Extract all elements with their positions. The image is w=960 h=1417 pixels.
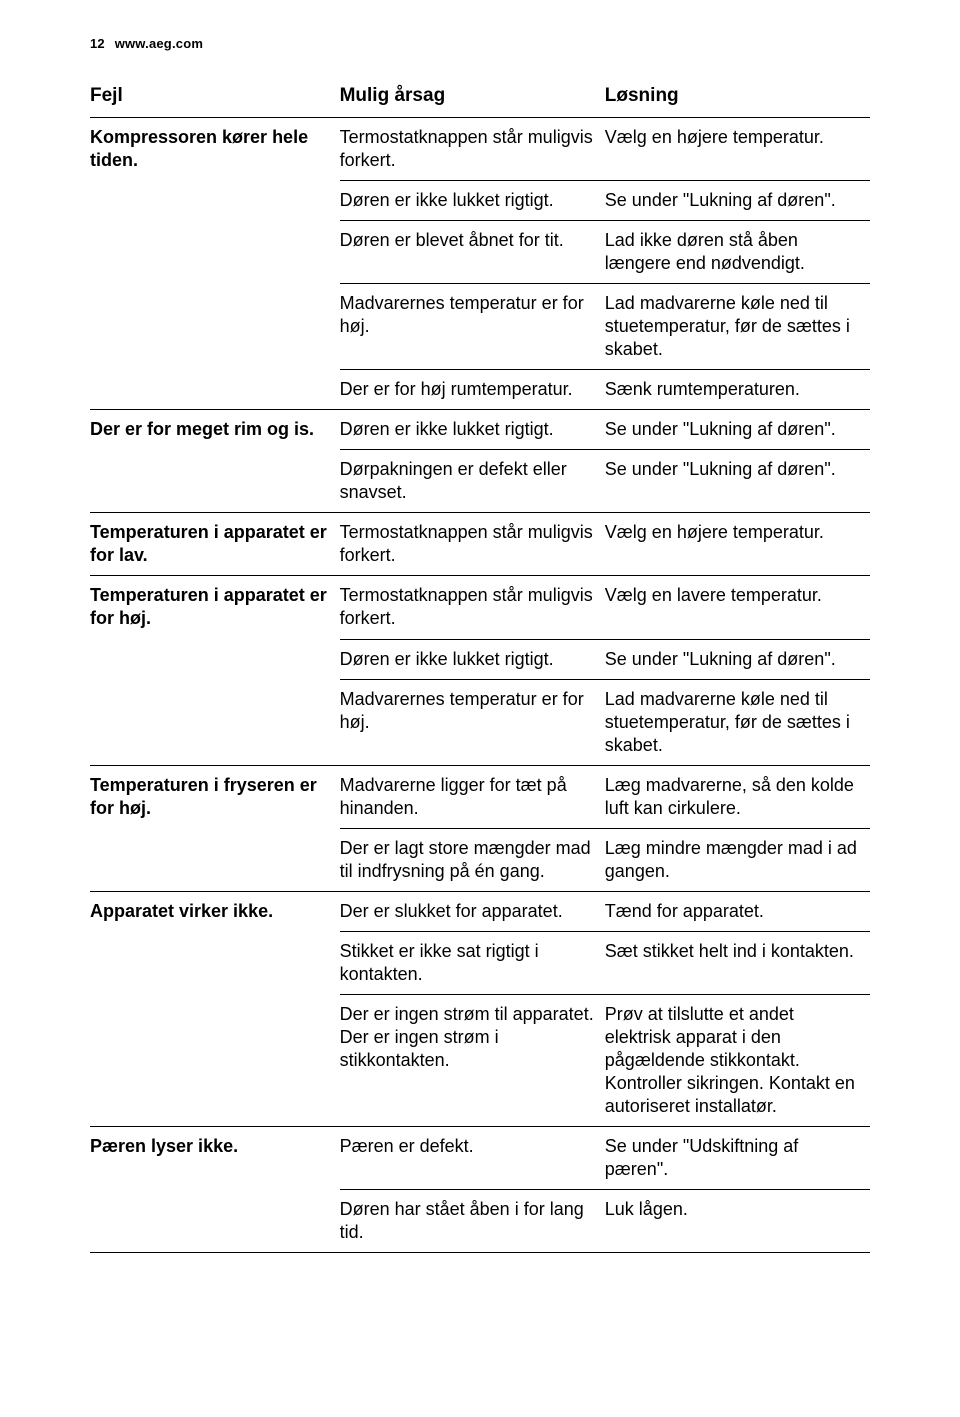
cell-fix: Sænk rumtemperaturen.: [605, 370, 870, 410]
cell-fejl: Kompressoren kører hele tiden.: [90, 118, 340, 410]
cell-fejl: Apparatet virker ikke.: [90, 891, 340, 1126]
cell-cause: Dørpakningen er defekt eller snavset.: [340, 450, 605, 513]
col-fejl: Fejl: [90, 79, 340, 118]
cell-cause: Døren er ikke lukket rigtigt.: [340, 410, 605, 450]
cell-cause: Der er lagt store mængder mad til indfry…: [340, 828, 605, 891]
cell-cause: Termostatknappen står muligvis forkert.: [340, 118, 605, 181]
cell-fix: Luk lågen.: [605, 1190, 870, 1253]
cell-fejl: Der er for meget rim og is.: [90, 410, 340, 513]
cell-cause: Der er for høj rumtemperatur.: [340, 370, 605, 410]
cell-fix: Se under "Lukning af døren".: [605, 450, 870, 513]
table-row: Apparatet virker ikke. Der er slukket fo…: [90, 891, 870, 931]
col-fix: Løsning: [605, 79, 870, 118]
cell-cause: Madvarerne ligger for tæt på hinanden.: [340, 765, 605, 828]
table-row: Temperaturen i apparatet er for høj. Ter…: [90, 576, 870, 639]
page-url: www.aeg.com: [115, 36, 203, 51]
cell-cause: Termostatknappen står muligvis forkert.: [340, 513, 605, 576]
cell-cause: Døren er blevet åbnet for tit.: [340, 221, 605, 284]
cell-fix: Lad madvarerne køle ned til stuetemperat…: [605, 679, 870, 765]
cell-cause: Pæren er defekt.: [340, 1127, 605, 1190]
page: 12 www.aeg.com Fejl Mulig årsag Løsning …: [0, 0, 960, 1313]
cell-fix: Prøv at tilslutte et andet elektrisk app…: [605, 994, 870, 1126]
cell-cause: Madvarernes temperatur er for høj.: [340, 284, 605, 370]
cell-fix: Se under "Lukning af døren".: [605, 639, 870, 679]
table-row: Temperaturen i fryseren er for høj. Madv…: [90, 765, 870, 828]
cell-fix: Vælg en højere temperatur.: [605, 513, 870, 576]
cell-fix: Læg mindre mængder mad i ad gangen.: [605, 828, 870, 891]
cell-cause: Døren er ikke lukket rigtigt.: [340, 181, 605, 221]
cell-cause: Døren har stået åben i for lang tid.: [340, 1190, 605, 1253]
table-row: Der er for meget rim og is. Døren er ikk…: [90, 410, 870, 450]
cell-cause: Der er ingen strøm til apparatet. Der er…: [340, 994, 605, 1126]
cell-fix: Se under "Lukning af døren".: [605, 410, 870, 450]
cell-fix: Vælg en højere temperatur.: [605, 118, 870, 181]
page-number: 12: [90, 36, 105, 51]
cell-fix: Lad madvarerne køle ned til stuetemperat…: [605, 284, 870, 370]
cell-cause: Madvarernes temperatur er for høj.: [340, 679, 605, 765]
cell-cause: Stikket er ikke sat rigtigt i kontakten.: [340, 931, 605, 994]
table-row: Temperaturen i apparatet er for lav. Ter…: [90, 513, 870, 576]
table-row: Pæren lyser ikke. Pæren er defekt. Se un…: [90, 1127, 870, 1190]
cell-fix: Læg madvarerne, så den kolde luft kan ci…: [605, 765, 870, 828]
troubleshooting-table: Fejl Mulig årsag Løsning Kompressoren kø…: [90, 79, 870, 1253]
cell-fix: Tænd for apparatet.: [605, 891, 870, 931]
cell-fejl: Temperaturen i fryseren er for høj.: [90, 765, 340, 891]
cell-cause: Der er slukket for apparatet.: [340, 891, 605, 931]
cell-cause: Termostatknappen står muligvis forkert.: [340, 576, 605, 639]
cell-fix: Lad ikke døren stå åben længere end nødv…: [605, 221, 870, 284]
cell-cause: Døren er ikke lukket rigtigt.: [340, 639, 605, 679]
cell-fejl: Pæren lyser ikke.: [90, 1127, 340, 1253]
cell-fejl: Temperaturen i apparatet er for høj.: [90, 576, 340, 765]
table-header-row: Fejl Mulig årsag Løsning: [90, 79, 870, 118]
cell-fix: Se under "Lukning af døren".: [605, 181, 870, 221]
col-cause: Mulig årsag: [340, 79, 605, 118]
page-header: 12 www.aeg.com: [90, 36, 870, 51]
cell-fix: Sæt stikket helt ind i kontakten.: [605, 931, 870, 994]
cell-fix: Vælg en lavere temperatur.: [605, 576, 870, 639]
cell-fix: Se under "Udskiftning af pæren".: [605, 1127, 870, 1190]
table-body: Kompressoren kører hele tiden. Termostat…: [90, 118, 870, 1253]
cell-fejl: Temperaturen i apparatet er for lav.: [90, 513, 340, 576]
table-row: Kompressoren kører hele tiden. Termostat…: [90, 118, 870, 181]
